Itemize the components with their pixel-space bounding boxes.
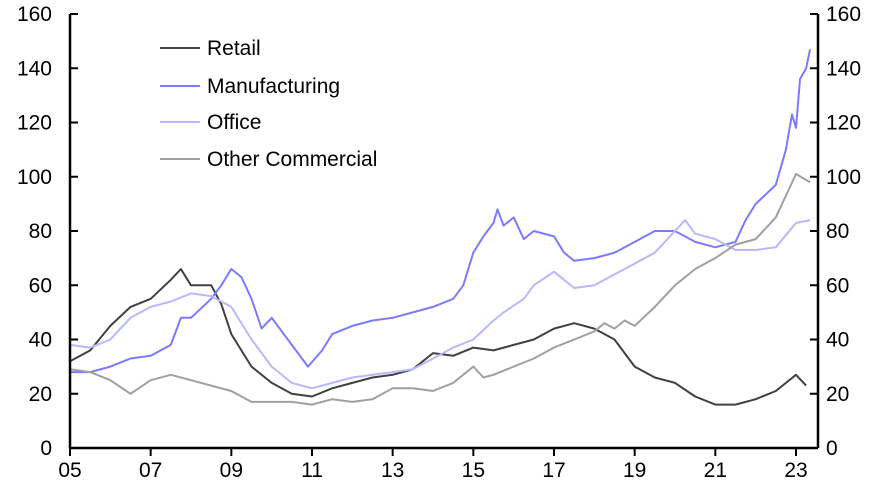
series-line-office [69,219,811,390]
x-tick-label: 11 [301,459,323,482]
left-y-tick-label: 100 [17,166,52,189]
right-y-tick-label: 140 [826,57,861,80]
legend-label: Other Commercial [207,148,377,171]
left-y-tick-label: 60 [29,274,52,297]
right-y-tick-label: 60 [826,274,849,297]
left-y-tick-label: 80 [29,220,52,243]
left-y-tick-label: 20 [29,383,52,406]
ticks: 0 0 20 20 40 40 60 60 80 80 100 100 120 120 140 140 160 1… [17,3,861,482]
series-line-manufacturing [70,49,812,374]
right-y-tick-label: 100 [826,166,861,189]
right-y-tick-label: 80 [826,220,849,243]
right-y-tick-label: 120 [826,112,861,135]
right-y-tick-label: 160 [826,3,861,26]
series-layer [69,49,812,406]
left-y-tick-label: 160 [17,3,52,26]
left-y-tick-label: 40 [29,329,52,352]
x-tick-label: 09 [220,459,243,482]
series-line-other-commercial [69,173,811,406]
right-y-tick-label: 20 [826,383,849,406]
legend-label: Retail [207,37,261,60]
x-tick-label: 23 [784,459,807,482]
x-tick-label: 13 [381,459,404,482]
x-tick-label: 21 [704,459,727,482]
x-tick-label: 17 [542,459,565,482]
x-tick-label: 07 [139,459,162,482]
legend-label: Office [207,111,261,134]
series-line-retail [69,268,807,406]
right-y-tick-label: 40 [826,329,849,352]
x-tick-label: 19 [623,459,646,482]
left-y-tick-label: 140 [17,57,52,80]
right-y-tick-label: 0 [826,437,838,460]
legend-label: Manufacturing [207,75,340,98]
x-tick-label: 15 [462,459,485,482]
legend: Retail Manufacturing Office Other Commercia… [160,37,377,171]
left-y-tick-label: 0 [40,437,52,460]
left-y-tick-label: 120 [17,112,52,135]
x-tick-label: 05 [58,459,81,482]
